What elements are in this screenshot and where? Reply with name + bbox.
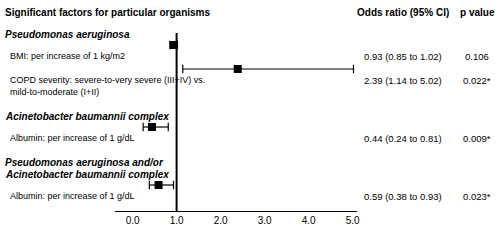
svg-text:0.59 (0.38 to 0.93): 0.59 (0.38 to 0.93) — [364, 191, 442, 202]
svg-text:0.93 (0.85 to 1.02): 0.93 (0.85 to 1.02) — [364, 51, 442, 62]
svg-text:BMI: per increase of 1 kg/m2: BMI: per increase of 1 kg/m2 — [10, 51, 125, 61]
svg-text:3.0: 3.0 — [258, 215, 272, 226]
svg-text:Albumin: per increase of 1 g/d: Albumin: per increase of 1 g/dL — [10, 191, 135, 201]
svg-text:mild-to-moderate (I+II): mild-to-moderate (I+II) — [10, 87, 99, 97]
svg-text:0.023*: 0.023* — [463, 191, 491, 202]
svg-text:p value: p value — [460, 7, 495, 18]
svg-text:Acinetobacter baumannii comple: Acinetobacter baumannii complex — [5, 169, 169, 180]
svg-text:Pseudomonas aeruginosa and/or: Pseudomonas aeruginosa and/or — [5, 157, 164, 168]
svg-text:4.0: 4.0 — [302, 215, 316, 226]
svg-text:2.39 (1.14 to 5.02): 2.39 (1.14 to 5.02) — [364, 75, 442, 86]
svg-text:Significant factors for partic: Significant factors for particular organ… — [5, 7, 210, 18]
svg-text:Albumin: per increase of 1 g/d: Albumin: per increase of 1 g/dL — [10, 133, 135, 143]
svg-text:COPD severity: severe-to-very: COPD severity: severe-to-very severe (II… — [10, 75, 205, 85]
svg-text:2.0: 2.0 — [214, 215, 228, 226]
svg-text:0.0: 0.0 — [126, 215, 140, 226]
svg-text:1.0: 1.0 — [170, 215, 184, 226]
svg-text:Pseudomonas aeruginosa: Pseudomonas aeruginosa — [5, 29, 130, 40]
svg-text:0.009*: 0.009* — [463, 133, 491, 144]
svg-text:0.106: 0.106 — [465, 51, 489, 62]
svg-text:0.022*: 0.022* — [463, 75, 491, 86]
svg-text:0.44 (0.24 to 0.81): 0.44 (0.24 to 0.81) — [364, 133, 442, 144]
svg-text:Acinetobacter baumannii comple: Acinetobacter baumannii complex — [5, 111, 169, 122]
svg-text:Odds ratio (95% CI): Odds ratio (95% CI) — [357, 7, 449, 18]
svg-text:5.0: 5.0 — [346, 215, 360, 226]
